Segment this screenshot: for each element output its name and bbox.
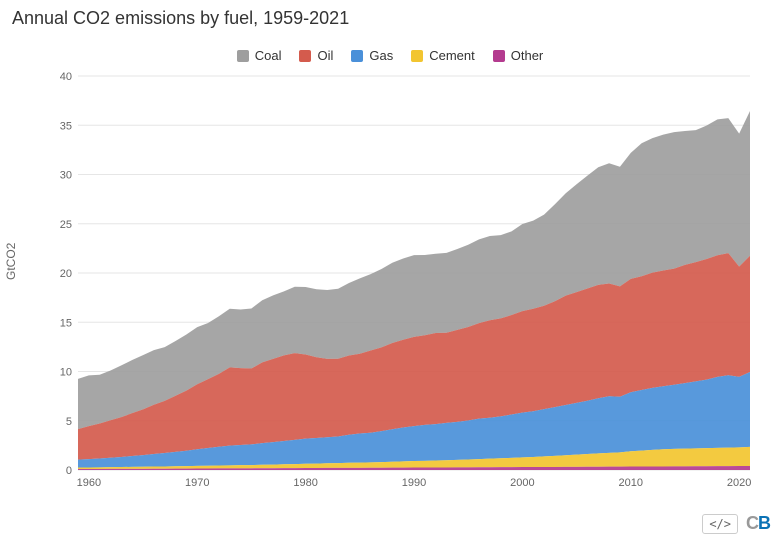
credits: </> CB — [702, 513, 770, 534]
brand-b: B — [758, 513, 770, 533]
svg-text:2010: 2010 — [619, 477, 643, 489]
svg-text:35: 35 — [60, 120, 72, 132]
embed-icon[interactable]: </> — [702, 514, 738, 534]
svg-text:40: 40 — [60, 72, 72, 83]
chart-title: Annual CO2 emissions by fuel, 1959-2021 — [12, 8, 349, 29]
legend-item-other[interactable]: Other — [493, 48, 544, 63]
legend-label: Other — [511, 48, 544, 63]
legend-swatch-icon — [351, 50, 363, 62]
plot-svg: 0 5 10 15 20 25 30 35 40 1960 1970 1980 1990 2000 2010… — [50, 72, 760, 492]
legend: Coal Oil Gas Cement Other — [0, 48, 780, 63]
x-axis: 1960 1970 1980 1990 2000 2010 2020 — [77, 470, 752, 489]
svg-text:20: 20 — [60, 268, 72, 280]
svg-text:1980: 1980 — [293, 477, 317, 489]
legend-label: Gas — [369, 48, 393, 63]
svg-text:30: 30 — [60, 170, 72, 182]
brand-c: C — [746, 513, 758, 533]
legend-swatch-icon — [299, 50, 311, 62]
chart-container: Annual CO2 emissions by fuel, 1959-2021 … — [0, 0, 780, 540]
legend-item-coal[interactable]: Coal — [237, 48, 282, 63]
legend-item-gas[interactable]: Gas — [351, 48, 393, 63]
svg-text:0: 0 — [66, 465, 72, 477]
legend-swatch-icon — [237, 50, 249, 62]
legend-item-oil[interactable]: Oil — [299, 48, 333, 63]
y-axis: 0 5 10 15 20 25 30 35 40 — [60, 72, 72, 477]
svg-text:5: 5 — [66, 416, 72, 428]
plot-area: 0 5 10 15 20 25 30 35 40 1960 1970 1980 1990 2000 2010… — [50, 72, 760, 492]
legend-label: Cement — [429, 48, 475, 63]
stacked-areas — [78, 111, 750, 470]
svg-text:1970: 1970 — [185, 477, 209, 489]
brand-logo[interactable]: CB — [746, 513, 770, 534]
svg-text:2020: 2020 — [727, 477, 751, 489]
legend-label: Coal — [255, 48, 282, 63]
svg-text:15: 15 — [60, 317, 72, 329]
legend-swatch-icon — [411, 50, 423, 62]
legend-swatch-icon — [493, 50, 505, 62]
legend-item-cement[interactable]: Cement — [411, 48, 475, 63]
svg-text:1990: 1990 — [402, 477, 426, 489]
svg-text:2000: 2000 — [510, 477, 534, 489]
legend-label: Oil — [317, 48, 333, 63]
svg-text:25: 25 — [60, 219, 72, 231]
y-axis-label: GtCO2 — [4, 243, 18, 280]
svg-text:10: 10 — [60, 367, 72, 379]
svg-text:1960: 1960 — [77, 477, 101, 489]
